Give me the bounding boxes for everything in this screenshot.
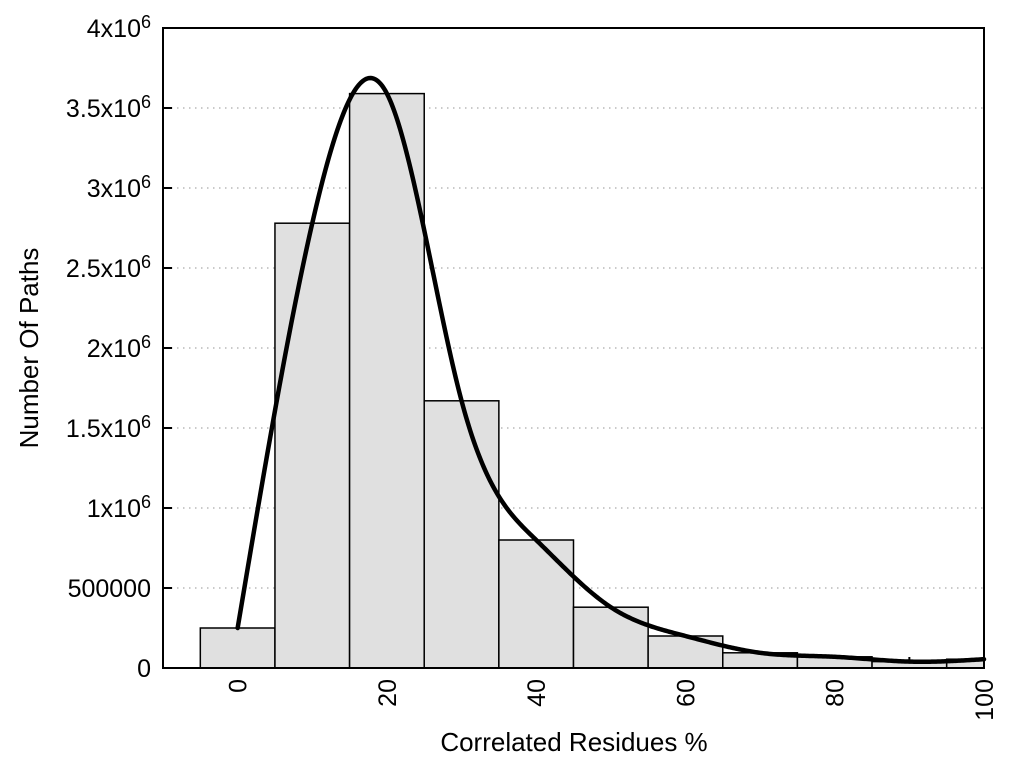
y-tick-label: 4x106 — [87, 12, 151, 43]
x-tick-label: 40 — [523, 679, 551, 707]
histogram-bars — [199, 92, 985, 669]
y-tick-label: 3.5x106 — [66, 92, 151, 123]
y-axis-title: Number Of Paths — [14, 248, 44, 449]
x-tick-label: 100 — [971, 679, 999, 721]
y-tick-labels: 0 500000 1x106 1.5x106 2x106 2.5x106 3x106 3.5x… — [66, 12, 151, 683]
plot-frame — [162, 27, 985, 669]
y-tick-label: 0 — [137, 655, 151, 683]
y-tick-label: 1.5x106 — [66, 412, 151, 443]
x-tick-label: 80 — [822, 679, 850, 707]
y-tick-label: 1x106 — [87, 492, 151, 523]
y-tick-label: 500000 — [68, 575, 151, 603]
y-tick-label: 2.5x106 — [66, 252, 151, 283]
y-tick-label: 3x106 — [87, 172, 151, 203]
y-tick-label: 2x106 — [87, 332, 151, 363]
spline-curve — [235, 75, 987, 665]
x-tick-label: 20 — [374, 679, 402, 707]
x-tick-label: 0 — [225, 679, 253, 693]
x-tick-label: 60 — [672, 679, 700, 707]
x-axis-title: Correlated Residues % — [440, 727, 707, 757]
x-tick-labels: 0 20 40 60 80 100 — [225, 679, 999, 721]
